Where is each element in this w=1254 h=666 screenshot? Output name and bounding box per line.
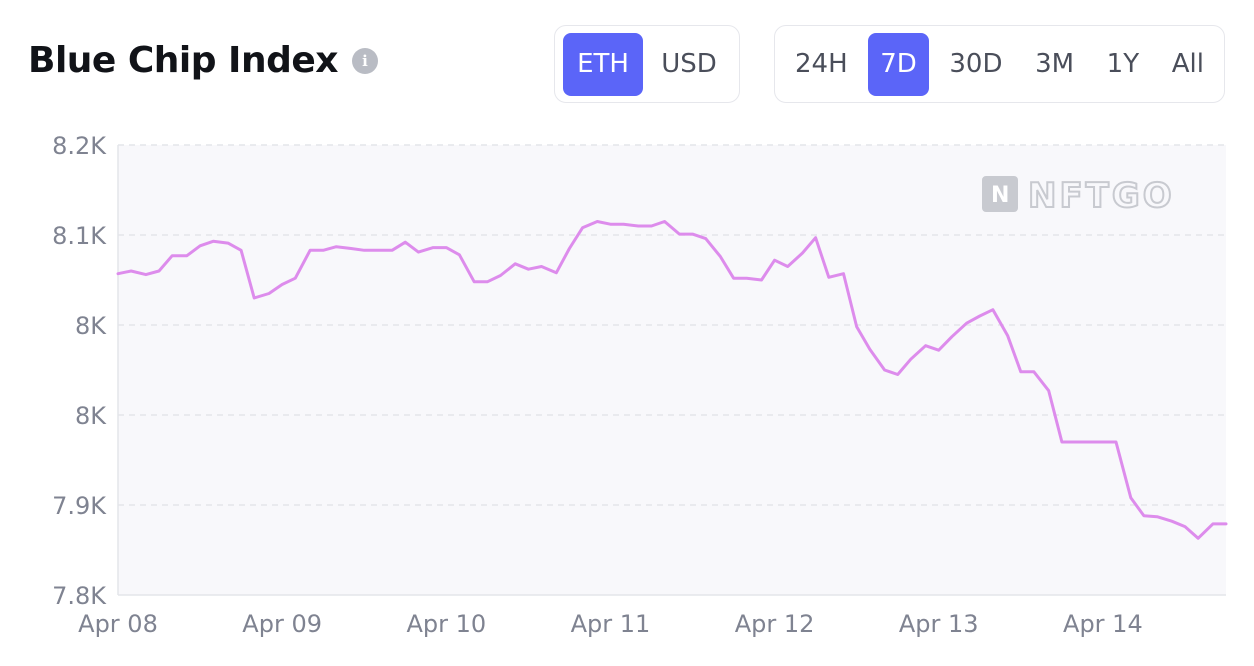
x-tick-label: Apr 08 xyxy=(78,610,158,638)
plot-area xyxy=(118,145,1226,595)
y-axis: 8.2K 8.1K 8K 8K 7.9K 7.8K xyxy=(52,132,107,610)
x-axis: Apr 08 Apr 09 Apr 10 Apr 11 Apr 12 Apr 13 Apr … xyxy=(78,610,1143,638)
y-tick-label: 8K xyxy=(75,312,107,340)
range-7d-button[interactable]: 7D xyxy=(868,32,929,96)
x-tick-label: Apr 11 xyxy=(571,610,651,638)
range-1y-button[interactable]: 1Y xyxy=(1106,49,1140,79)
time-range-toggle: 24H 7D 30D 3M 1Y All xyxy=(774,25,1225,103)
y-tick-label: 7.8K xyxy=(52,582,107,610)
currency-toggle: ETH USD xyxy=(554,25,740,103)
watermark-text: NFTGO xyxy=(1028,176,1175,216)
range-all-button[interactable]: All xyxy=(1171,49,1204,79)
currency-usd-button[interactable]: USD xyxy=(661,49,717,79)
x-tick-label: Apr 10 xyxy=(406,610,486,638)
info-icon[interactable]: i xyxy=(351,47,378,74)
currency-eth-button[interactable]: ETH xyxy=(563,32,643,96)
y-tick-label: 8.2K xyxy=(52,132,107,160)
x-tick-label: Apr 09 xyxy=(242,610,322,638)
y-tick-label: 8.1K xyxy=(52,222,107,250)
y-tick-label: 8K xyxy=(75,402,107,430)
nftgo-logo-icon xyxy=(982,176,1018,212)
title-block: Blue Chip Index i xyxy=(28,40,378,81)
range-24h-button[interactable]: 24H xyxy=(795,49,848,79)
range-3m-button[interactable]: 3M xyxy=(1035,49,1075,79)
x-tick-label: Apr 12 xyxy=(735,610,815,638)
range-30d-button[interactable]: 30D xyxy=(949,49,1003,79)
grid-layer xyxy=(117,144,1226,596)
series-line xyxy=(116,220,1228,540)
page-title: Blue Chip Index xyxy=(28,40,338,81)
y-tick-label: 7.9K xyxy=(52,492,107,520)
x-tick-label: Apr 14 xyxy=(1063,610,1143,638)
nftgo-logo-glyph: N xyxy=(991,183,1009,208)
nftgo-watermark: N NFTGO xyxy=(982,175,1175,217)
x-tick-label: Apr 13 xyxy=(899,610,979,638)
